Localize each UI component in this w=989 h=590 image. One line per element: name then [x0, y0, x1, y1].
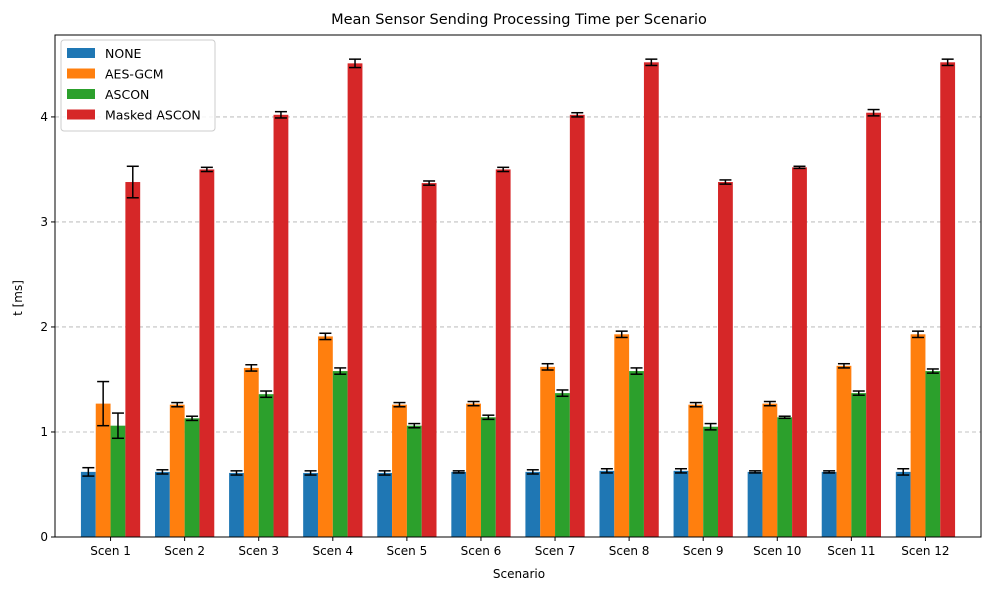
bar — [451, 471, 467, 537]
bar — [199, 169, 215, 538]
chart-title: Mean Sensor Sending Processing Time per … — [331, 12, 707, 28]
bar — [940, 62, 956, 537]
bars-group — [80, 62, 956, 538]
legend-label: ASCON — [105, 87, 149, 102]
bar — [895, 471, 911, 537]
bar — [392, 404, 407, 537]
bar — [110, 425, 126, 537]
x-tick-label: Scen 3 — [238, 544, 279, 558]
bar — [421, 183, 437, 537]
x-axis-label: Scenario — [493, 567, 545, 581]
bar — [643, 62, 659, 537]
x-tick-label: Scen 1 — [90, 544, 131, 558]
y-axis-label: t [ms] — [11, 280, 25, 316]
bar — [480, 417, 496, 537]
bar — [80, 471, 96, 537]
bar — [125, 182, 141, 537]
bar — [762, 403, 778, 537]
bar — [851, 393, 867, 537]
bar — [525, 471, 541, 537]
bar — [673, 470, 689, 537]
bar — [747, 471, 763, 537]
bar — [273, 114, 289, 537]
bar — [688, 404, 704, 537]
plot-frame — [54, 34, 982, 538]
bar — [792, 167, 807, 537]
y-tick-label: 2 — [40, 320, 48, 334]
bar — [229, 472, 244, 537]
x-tick-label: Scen 7 — [535, 544, 576, 558]
bar — [703, 426, 719, 537]
bar — [718, 182, 733, 537]
x-tick-label: Scen 6 — [461, 544, 502, 558]
legend-label: AES-GCM — [105, 67, 164, 82]
bar — [317, 336, 333, 537]
bar — [925, 371, 941, 537]
bar — [184, 418, 200, 537]
bar — [303, 472, 318, 537]
x-axis: Scen 1 Scen 2 Scen 3 Scen 4 Scen 5 Scen 6 Scen… — [90, 537, 950, 558]
bar — [377, 472, 393, 537]
bar — [821, 471, 837, 537]
bar — [569, 114, 585, 537]
bar — [169, 404, 185, 537]
bar — [836, 365, 852, 537]
bar — [406, 425, 422, 537]
bar — [155, 471, 170, 537]
legend-box — [60, 39, 216, 132]
bar — [95, 403, 111, 537]
bar — [866, 112, 881, 537]
legend-swatch — [67, 89, 95, 99]
bar — [258, 394, 274, 537]
x-tick-label: Scen 10 — [753, 544, 801, 558]
legend-swatch — [67, 109, 95, 120]
y-tick-label: 1 — [40, 425, 48, 439]
x-tick-label: Scen 12 — [901, 544, 949, 558]
bar — [614, 334, 630, 537]
bar — [599, 470, 615, 537]
y-tick-label: 0 — [40, 530, 48, 544]
legend-label: Masked ASCON — [105, 108, 201, 123]
y-axis: 0 1 2 3 4 — [40, 110, 55, 544]
bar — [540, 366, 556, 537]
bar — [555, 393, 570, 537]
bar — [347, 63, 363, 537]
bar — [466, 403, 481, 537]
legend-swatch — [67, 68, 95, 79]
legend: NONE AES-GCM ASCON Masked ASCON — [60, 39, 216, 132]
bar — [910, 334, 926, 537]
x-tick-label: Scen 9 — [683, 544, 724, 558]
x-tick-label: Scen 4 — [312, 544, 353, 558]
bar — [629, 371, 644, 537]
x-tick-label: Scen 2 — [164, 544, 205, 558]
x-tick-label: Scen 8 — [609, 544, 650, 558]
error-bars-group — [82, 58, 954, 477]
y-tick-label: 4 — [40, 110, 48, 124]
bar — [243, 367, 259, 537]
x-tick-label: Scen 5 — [387, 544, 428, 558]
bar — [777, 417, 793, 537]
legend-swatch — [67, 48, 95, 58]
x-tick-label: Scen 11 — [827, 544, 875, 558]
bar — [495, 169, 511, 538]
bar — [332, 371, 348, 537]
legend-label: NONE — [105, 46, 142, 61]
y-tick-label: 3 — [40, 215, 48, 229]
